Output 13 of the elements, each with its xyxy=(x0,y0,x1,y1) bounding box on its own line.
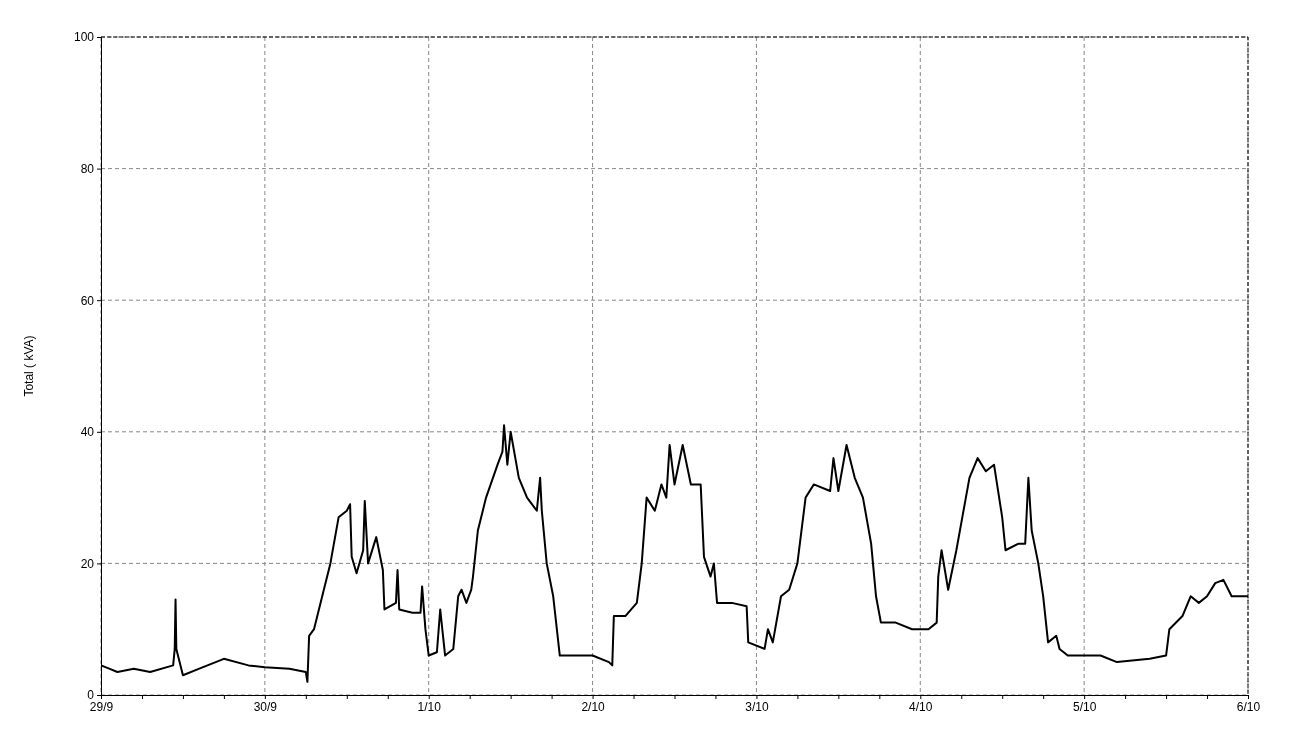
y-tick-label: 20 xyxy=(80,556,95,571)
x-tick-label: 1/10 xyxy=(417,699,442,714)
x-tick-label: 4/10 xyxy=(909,699,933,714)
y-tick-label: 100 xyxy=(73,30,95,45)
y-axis-title: Total ( kVA) xyxy=(22,335,36,397)
x-tick-label: 30/9 xyxy=(253,699,278,714)
y-tick-label: 60 xyxy=(80,293,95,308)
x-tick-label: 2/10 xyxy=(581,699,606,714)
y-tick-label: 80 xyxy=(80,161,95,176)
x-tick-label: 3/10 xyxy=(745,699,769,714)
x-tick-label: 5/10 xyxy=(1072,699,1097,714)
y-tick-label: 40 xyxy=(80,425,95,440)
x-tick-label: 6/10 xyxy=(1236,699,1261,714)
